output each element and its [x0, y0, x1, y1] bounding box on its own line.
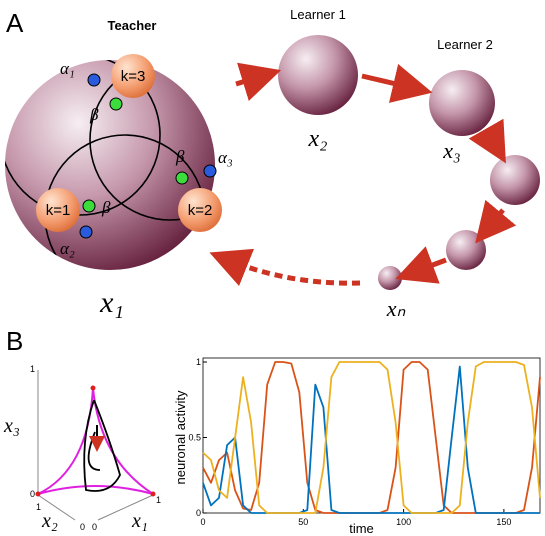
- simplex-tick: 1: [156, 495, 161, 505]
- simplex-ticks: 1 0 1 0 0 1: [30, 364, 161, 532]
- node-label: k=2: [188, 202, 213, 219]
- beta: β: [175, 147, 185, 166]
- beta: β: [89, 105, 99, 124]
- learner-title: Learner 2: [437, 37, 493, 52]
- x-axis-label: time: [349, 521, 374, 536]
- series-line: [203, 362, 540, 513]
- x-label: x₁: [99, 286, 124, 319]
- simplex-tick: 0: [30, 489, 35, 499]
- series-line: [203, 362, 540, 513]
- x-tick-label: 150: [496, 517, 511, 527]
- simplex-axis: x₂: [41, 510, 58, 532]
- learner-title: Learner 1: [290, 7, 346, 22]
- x-tick-label: 100: [396, 517, 411, 527]
- learner-sphere: [446, 230, 486, 270]
- simplex-axis: x₃: [3, 415, 20, 437]
- alpha: α₁: [60, 59, 75, 78]
- teacher-title: Teacher: [108, 18, 157, 33]
- learner-sphere: [429, 70, 495, 136]
- panel-label: A: [6, 8, 24, 38]
- y-tick-label: 0.5: [188, 433, 201, 443]
- learner-sphere: [378, 266, 402, 290]
- y-axis-label: neuronal activity: [173, 390, 188, 484]
- simplex-axis: x₁: [131, 510, 148, 532]
- simplex-tick: 0: [92, 522, 97, 532]
- activity-chart: 0 50 100 150 0 0.5 1 time neuronal activity: [173, 357, 540, 536]
- x-tick-label: 50: [298, 517, 308, 527]
- plot-frame: [203, 358, 540, 513]
- learner-sphere: [278, 35, 358, 115]
- x-tick-label: 0: [200, 517, 205, 527]
- alpha: α₃: [218, 148, 233, 167]
- x-label: x₂: [308, 126, 328, 152]
- y-tick-label: 0: [196, 508, 201, 518]
- x-label: xₙ: [386, 296, 406, 321]
- simplex: x₃ x₂ x₁ 1 0 1 0 0 1: [3, 364, 161, 532]
- x-label: x₃: [442, 138, 460, 163]
- beta: β: [101, 198, 111, 217]
- simplex-tick: 0: [80, 522, 85, 532]
- learner-sphere: [490, 155, 540, 205]
- alpha: α₂: [60, 239, 75, 258]
- node-label: k=1: [46, 202, 71, 219]
- y-tick-label: 1: [196, 357, 201, 367]
- simplex-tick: 1: [36, 502, 41, 512]
- simplex-tick: 1: [30, 364, 35, 374]
- node-label: k=3: [121, 68, 146, 85]
- panel-label: B: [6, 326, 23, 356]
- figure: A Teacher k=3 k=1 k=2 α₁ α₂ α₃ β β β Lea…: [0, 0, 545, 536]
